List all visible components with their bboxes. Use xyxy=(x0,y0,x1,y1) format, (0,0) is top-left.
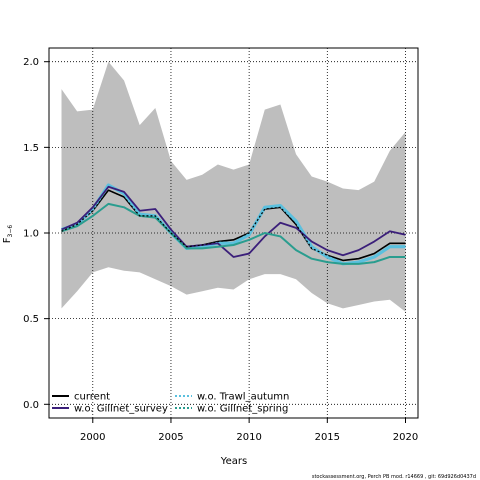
x-tick-label: 2020 xyxy=(393,432,418,443)
x-axis: 2000 2005 2010 2015 2020 xyxy=(80,418,418,443)
legend-label: w.o. Trawl_autumn xyxy=(197,392,289,403)
y-tick-label: 2.0 xyxy=(23,57,39,68)
x-axis-title: Years xyxy=(220,456,247,467)
legend-label: w.o. Gillnet_spring xyxy=(197,404,288,415)
y-tick-label: 0.0 xyxy=(23,400,39,411)
y-axis-title: F3−6 xyxy=(2,225,14,244)
legend-label: current xyxy=(74,392,110,403)
footer-note: stockassessment.org, Perch PB mod. r1466… xyxy=(312,474,476,480)
y-tick-label: 1.0 xyxy=(23,229,39,240)
x-tick-label: 2000 xyxy=(80,432,105,443)
y-axis-title-subscript: 3−6 xyxy=(7,225,14,238)
x-tick-label: 2005 xyxy=(158,432,183,443)
legend-label: w.o. Gillnet_survey xyxy=(74,404,168,415)
y-axis: 0.0 0.5 1.0 1.5 2.0 xyxy=(23,57,49,411)
x-tick-label: 2010 xyxy=(236,432,261,443)
x-tick-label: 2015 xyxy=(315,432,340,443)
y-tick-label: 0.5 xyxy=(23,314,39,325)
y-tick-label: 1.5 xyxy=(23,143,39,154)
